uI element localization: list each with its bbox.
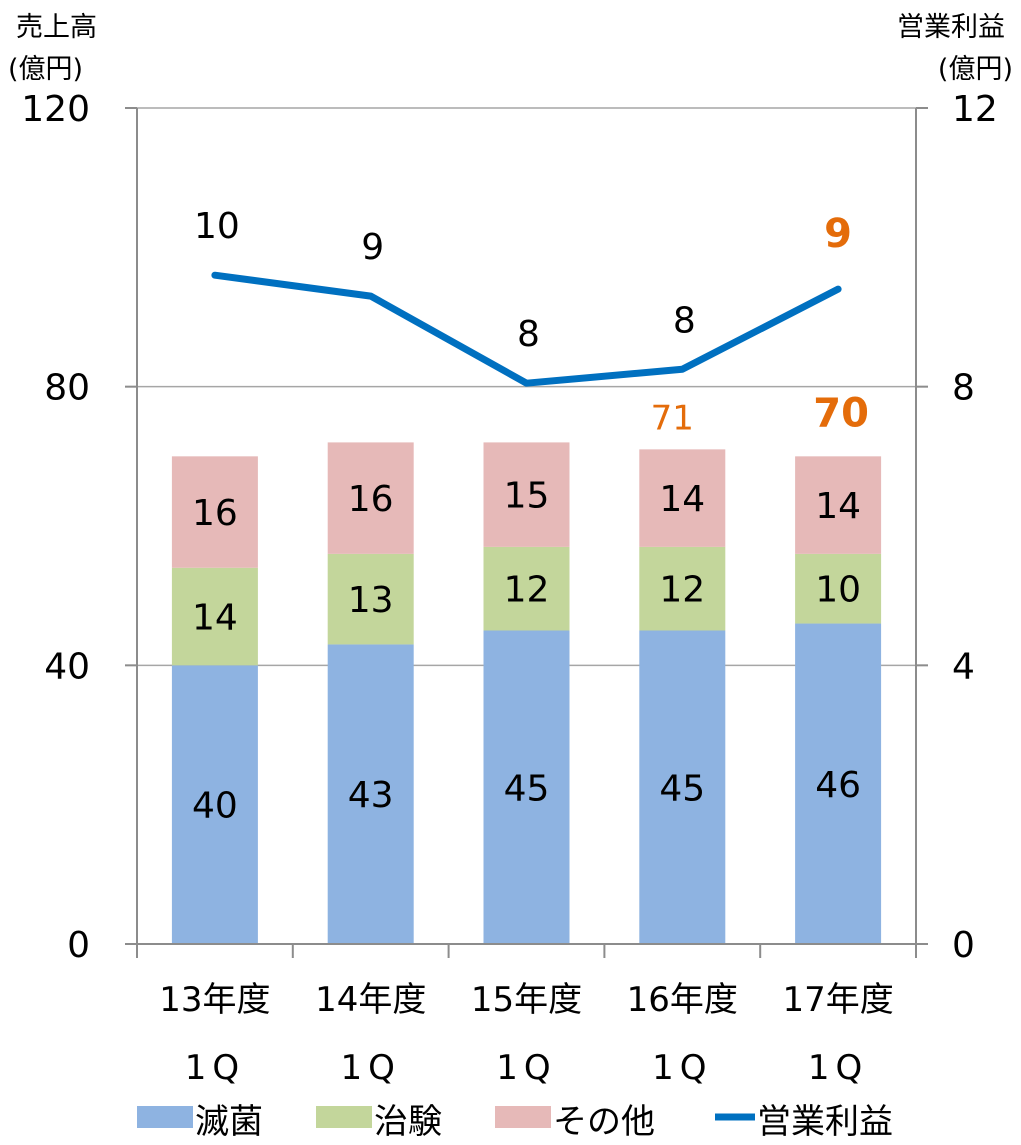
- bar-segment: [171, 567, 258, 666]
- bar-segment: [327, 553, 414, 645]
- y-left-axis-unit: (億円): [8, 54, 83, 85]
- bar-segment: [483, 546, 570, 631]
- y-left-tick-label: 0: [67, 925, 90, 966]
- bar-value-label: 16: [192, 493, 238, 534]
- line-value-label: 8: [673, 300, 696, 341]
- y-left-tick-label: 80: [44, 368, 90, 409]
- legend-swatch: [137, 1106, 193, 1128]
- bar-value-label: 40: [192, 786, 238, 827]
- bar-value-label: 14: [192, 598, 238, 639]
- bar-value-label: 12: [504, 570, 550, 611]
- bar-segment: [171, 665, 258, 944]
- bar-value-label: 14: [815, 486, 861, 527]
- bar-total-label: 70: [813, 390, 869, 436]
- bar-value-label: 13: [348, 580, 394, 621]
- y-right-axis-unit: (億円): [938, 54, 1013, 85]
- bar-value-label: 12: [659, 570, 705, 611]
- legend-label: その他: [553, 1102, 655, 1142]
- line-value-label: 8: [517, 314, 540, 355]
- bar-value-label: 45: [659, 768, 705, 809]
- y-right-tick-label: 0: [952, 925, 975, 966]
- y-right-tick-label: 8: [952, 368, 975, 409]
- y-left-tick-label: 40: [44, 646, 90, 687]
- legend-swatch: [316, 1106, 372, 1128]
- bar-value-label: 16: [348, 479, 394, 520]
- bar-value-label: 45: [504, 768, 550, 809]
- y-left-axis-title: 売上高: [16, 12, 97, 43]
- x-tick-label: 13年度: [159, 980, 270, 1020]
- y-left-tick-label: 120: [21, 89, 90, 130]
- x-tick-label: 17年度: [782, 980, 893, 1020]
- data-labels: 40 14 16 43 13 16 45 12 15 45 12 14 71 46 10 14 70 10 9 8 8 9: [192, 206, 869, 826]
- y-right-tick-label: 4: [952, 646, 975, 687]
- legend-label: 治験: [374, 1102, 442, 1142]
- y-right-tick-label: 12: [952, 89, 998, 130]
- bar-segment: [639, 449, 726, 547]
- x-tick-label: 16年度: [627, 980, 738, 1020]
- bar-segment: [795, 553, 882, 624]
- bar-segment: [483, 630, 570, 944]
- legend: 滅菌 治験 その他 営業利益: [137, 1102, 893, 1142]
- y-right-axis-title: 営業利益: [897, 12, 1005, 43]
- bar-segment: [639, 630, 726, 944]
- x-tick-label-quarter: 1Q: [652, 1048, 712, 1088]
- x-tick-label-quarter: 1Q: [496, 1048, 556, 1088]
- operating-profit-line-layer: [211, 271, 842, 387]
- line-value-label: 10: [194, 206, 240, 247]
- line-value-label: 9: [361, 227, 384, 268]
- x-tick-label-quarter: 1Q: [340, 1048, 400, 1088]
- bar-value-label: 46: [815, 765, 861, 806]
- line-value-label: 9: [824, 211, 852, 257]
- x-tick-label: 14年度: [315, 980, 426, 1020]
- x-tick-label-quarter: 1Q: [808, 1048, 868, 1088]
- bar-segment: [327, 644, 414, 944]
- bar-value-label: 10: [815, 570, 861, 611]
- bar-value-label: 15: [504, 476, 550, 517]
- bar-value-label: 14: [659, 479, 705, 520]
- bar-segment: [327, 442, 414, 554]
- bar-segment: [483, 442, 570, 547]
- axes: 0 40 80 120 0 4 8 12 13年度 1Q 14年度 1Q 15年度 1Q 16年度 1Q 17年…: [21, 89, 998, 1088]
- axis-titles: 売上高 (億円) 営業利益 (億円): [8, 12, 1013, 85]
- bar-segment: [795, 623, 882, 944]
- legend-label: 滅菌: [195, 1102, 263, 1142]
- x-tick-label: 15年度: [471, 980, 582, 1020]
- bar-segment: [639, 546, 726, 631]
- bar-value-label: 43: [348, 775, 394, 816]
- bar-segment: [795, 456, 882, 554]
- x-tick-label-quarter: 1Q: [185, 1048, 245, 1088]
- bar-segment: [171, 456, 258, 568]
- bar-total-label: 71: [651, 398, 694, 438]
- bars: [171, 442, 882, 944]
- operating-profit-line: [211, 271, 842, 387]
- legend-label: 営業利益: [757, 1102, 893, 1142]
- legend-swatch: [495, 1106, 551, 1128]
